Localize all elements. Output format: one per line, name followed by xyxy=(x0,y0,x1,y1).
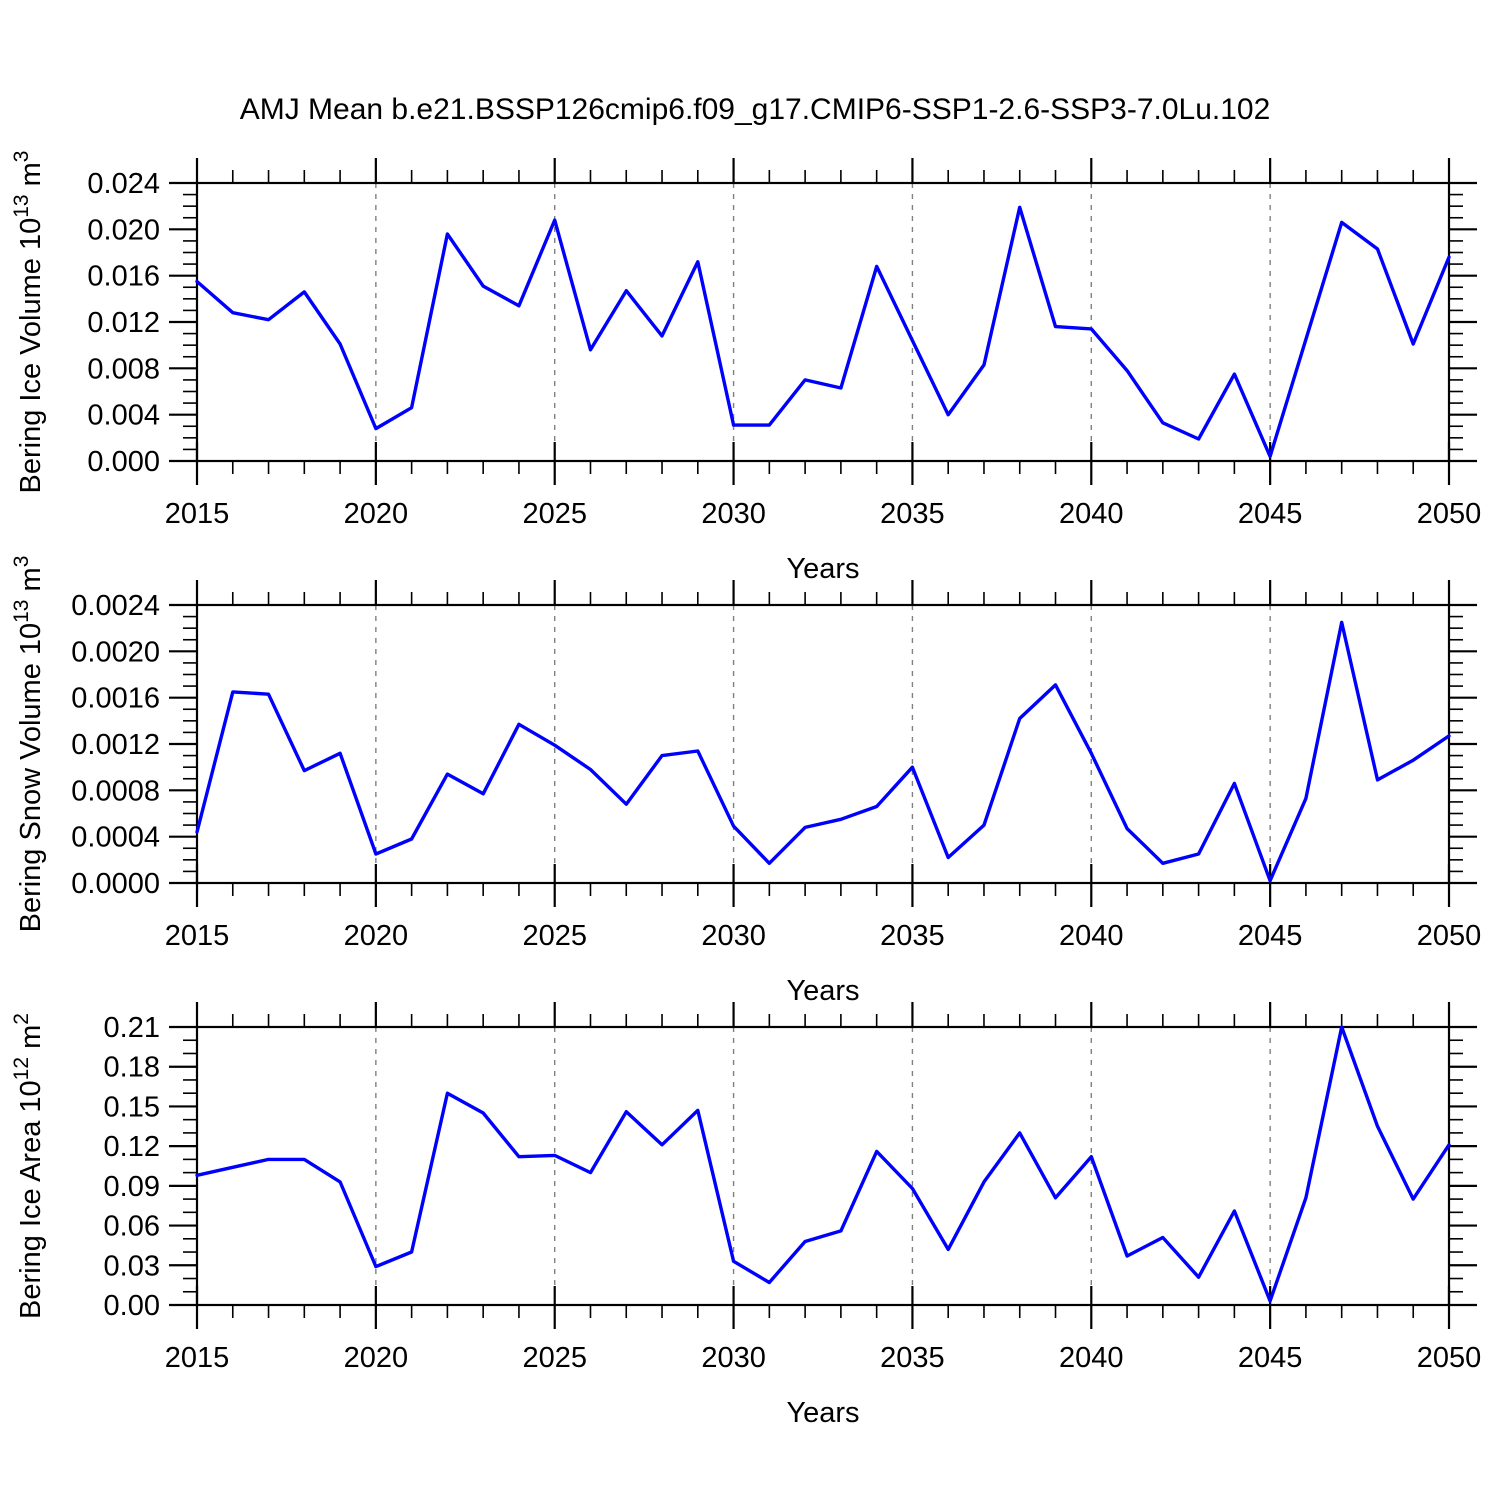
x-tick-label: 2045 xyxy=(1238,1342,1303,1374)
x-tick-label: 2040 xyxy=(1059,498,1124,530)
panel-bering-ice-volume: 2015 2020 2025 2030 2035 2040 2045 20500.0000.0… xyxy=(10,151,1481,585)
figure-title: AMJ Mean b.e21.BSSP126cmip6.f09_g17.CMIP… xyxy=(239,93,1271,126)
y-tick-label: 0.0020 xyxy=(71,636,160,668)
y-axis-title: Bering Ice Volume 1013 m3 xyxy=(10,151,47,494)
plot-frame xyxy=(195,1025,1451,1307)
x-tick-label: 2030 xyxy=(701,498,766,530)
y-tick-label: 0.0024 xyxy=(71,590,160,622)
y-axis-title: Bering Snow Volume 1013 m3 xyxy=(10,556,47,933)
plot-frame xyxy=(195,181,1451,463)
gridlines xyxy=(375,605,1271,883)
panel-bering-ice-area: 2015 2020 2025 2030 2035 2040 2045 2050 0.00 0.03… xyxy=(10,1002,1481,1429)
y-tick-label: 0.12 xyxy=(104,1131,160,1163)
gridlines xyxy=(375,1027,1271,1305)
y-major-ticks: 0.00 0.03 0.06 0.09 0.12 0.15 0.18 0.21 xyxy=(104,1012,1477,1322)
y-minor-ticks xyxy=(183,193,1463,451)
y-tick-label: 0.0012 xyxy=(71,729,160,761)
y-tick-label: 0.21 xyxy=(104,1012,160,1044)
y-major-ticks: 0.0000 0.0004 0.0008 0.0012 0.0016 0.0020 0.00… xyxy=(71,590,1477,900)
y-tick-label: 0.004 xyxy=(87,400,160,432)
y-tick-label: 0.18 xyxy=(104,1052,160,1084)
y-tick-label: 0.0016 xyxy=(71,683,160,715)
y-tick-label: 0.06 xyxy=(104,1211,160,1243)
y-tick-label: 0.008 xyxy=(87,353,160,385)
x-major-ticks: 2015 2020 2025 2030 2035 2040 2045 2050 xyxy=(165,158,1482,530)
y-tick-label: 0.03 xyxy=(104,1250,160,1282)
x-tick-label: 2025 xyxy=(522,920,587,952)
gridlines xyxy=(375,183,1271,461)
x-tick-label: 2030 xyxy=(701,1342,766,1374)
x-tick-label: 2030 xyxy=(701,920,766,952)
x-tick-label: 2025 xyxy=(522,1342,587,1374)
x-tick-label: 2045 xyxy=(1238,920,1303,952)
x-tick-label: 2050 xyxy=(1417,1342,1482,1374)
x-tick-label: 2035 xyxy=(880,920,945,952)
x-tick-label: 2035 xyxy=(880,1342,945,1374)
x-tick-label: 2015 xyxy=(165,1342,230,1374)
x-tick-label: 2040 xyxy=(1059,1342,1124,1374)
y-tick-label: 0.016 xyxy=(87,261,160,293)
x-axis-title: Years xyxy=(786,975,859,1007)
x-tick-label: 2045 xyxy=(1238,498,1303,530)
x-axis-title: Years xyxy=(786,1397,859,1429)
x-tick-label: 2050 xyxy=(1417,920,1482,952)
y-minor-ticks xyxy=(183,615,1463,873)
x-tick-label: 2050 xyxy=(1417,498,1482,530)
x-minor-ticks xyxy=(231,592,1415,896)
y-tick-label: 0.0004 xyxy=(71,822,160,854)
y-tick-label: 0.024 xyxy=(87,168,160,200)
x-tick-label: 2015 xyxy=(165,498,230,530)
y-tick-label: 0.000 xyxy=(87,446,160,478)
x-tick-label: 2020 xyxy=(344,1342,409,1374)
y-tick-label: 0.0008 xyxy=(71,775,160,807)
x-minor-ticks xyxy=(231,170,1415,474)
y-tick-label: 0.15 xyxy=(104,1091,160,1123)
x-tick-label: 2020 xyxy=(344,498,409,530)
x-minor-ticks xyxy=(231,1014,1415,1318)
x-tick-label: 2015 xyxy=(165,920,230,952)
y-tick-label: 0.09 xyxy=(104,1171,160,1203)
y-axis-title: Bering Ice Area 1012 m2 xyxy=(10,1013,47,1319)
bering-snow-volume-series-line xyxy=(195,620,1451,883)
panel-bering-snow-volume: 2015 2020 2025 2030 2035 2040 2045 20500.00000.… xyxy=(10,556,1481,1007)
y-minor-ticks xyxy=(183,1039,1463,1293)
y-tick-label: 0.0000 xyxy=(71,868,160,900)
y-major-ticks: 0.000 0.004 0.008 0.012 0.016 0.020 0.024 xyxy=(87,168,1477,478)
bering-ice-volume-series-line xyxy=(195,205,1451,459)
y-tick-label: 0.012 xyxy=(87,307,160,339)
x-major-ticks: 2015 2020 2025 2030 2035 2040 2045 2050 xyxy=(165,1002,1482,1374)
x-tick-label: 2040 xyxy=(1059,920,1124,952)
x-axis-title: Years xyxy=(786,553,859,585)
x-tick-label: 2020 xyxy=(344,920,409,952)
x-tick-label: 2025 xyxy=(522,498,587,530)
x-tick-label: 2035 xyxy=(880,498,945,530)
y-tick-label: 0.00 xyxy=(104,1290,160,1322)
plot-frame xyxy=(195,603,1451,885)
x-major-ticks: 2015 2020 2025 2030 2035 2040 2045 2050 xyxy=(165,580,1482,952)
bering-ice-area-series-line xyxy=(195,1025,1451,1303)
y-tick-label: 0.020 xyxy=(87,214,160,246)
